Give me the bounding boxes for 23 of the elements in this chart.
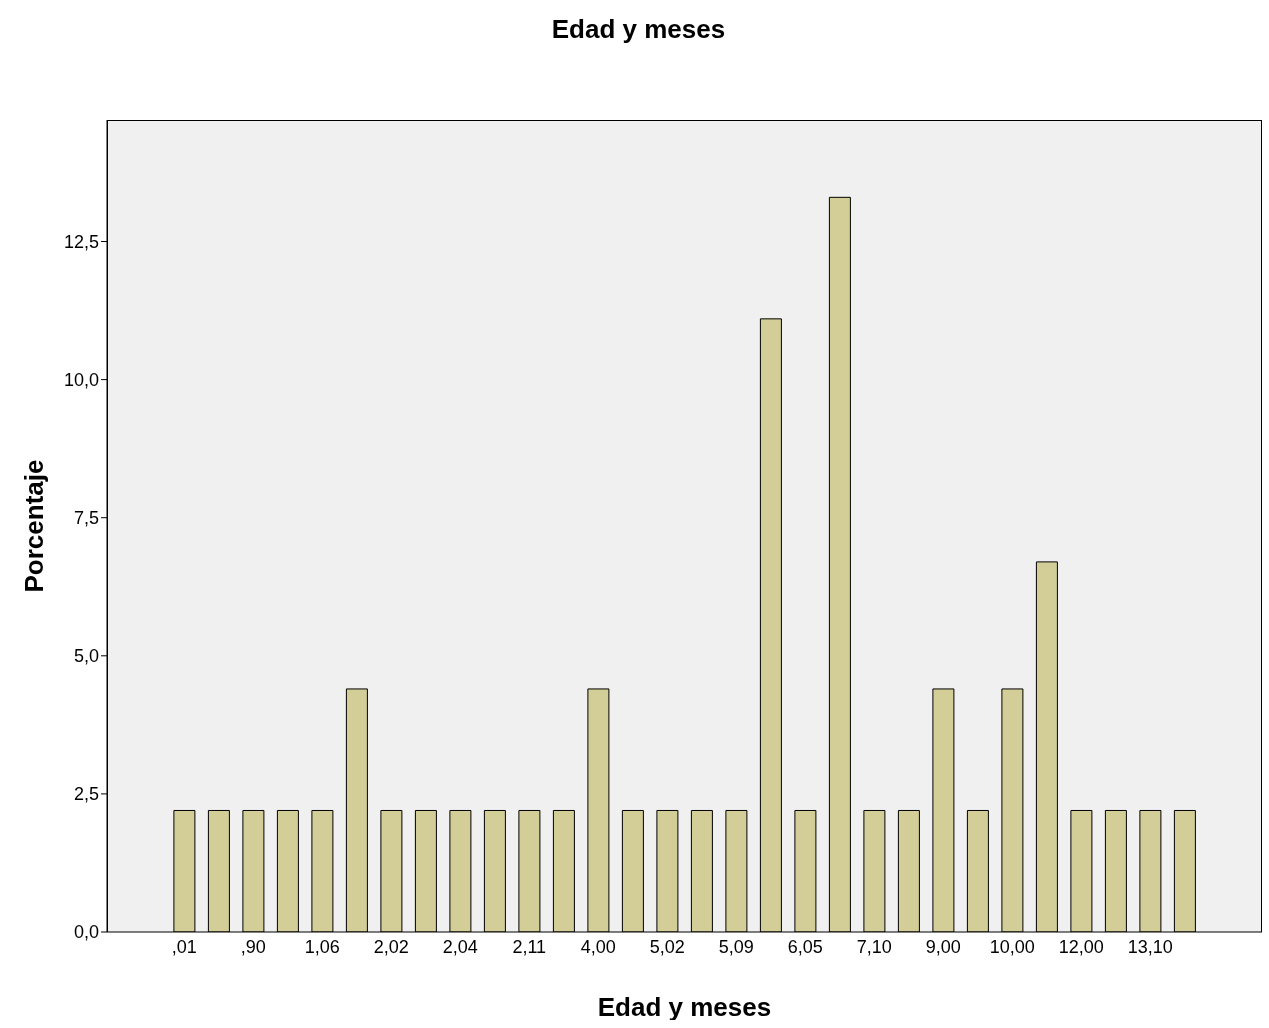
- x-tick-label: 2,11: [512, 936, 547, 957]
- x-tick-label: 7,10: [856, 936, 892, 957]
- y-tick-label: 2,5: [73, 784, 99, 805]
- chart-title: Edad y meses: [550, 14, 727, 45]
- x-tick-label: 5,09: [718, 936, 754, 957]
- x-tick-label: 13,10: [1127, 936, 1173, 957]
- y-tick-label: 12,5: [63, 231, 99, 252]
- x-tick-label: 12,00: [1058, 936, 1104, 957]
- x-tick-label: ,90: [240, 936, 266, 957]
- x-tick-label: 4,00: [580, 936, 616, 957]
- y-tick-label: 5,0: [73, 646, 99, 667]
- y-axis-title: Porcentaje: [19, 459, 50, 593]
- y-tick-label: 7,5: [73, 508, 99, 529]
- x-tick-label: 1,06: [304, 936, 340, 957]
- x-tick-label: ,01: [171, 936, 197, 957]
- y-tick-label: 0,0: [73, 922, 99, 943]
- x-tick-label: 5,02: [649, 936, 685, 957]
- x-tick-label: 2,04: [442, 936, 478, 957]
- x-tick-label: 9,00: [925, 936, 961, 957]
- x-tick-label: 10,00: [989, 936, 1035, 957]
- x-tick-label: 6,05: [787, 936, 823, 957]
- y-tick-label: 10,0: [63, 370, 99, 391]
- x-tick-label: 2,02: [373, 936, 409, 957]
